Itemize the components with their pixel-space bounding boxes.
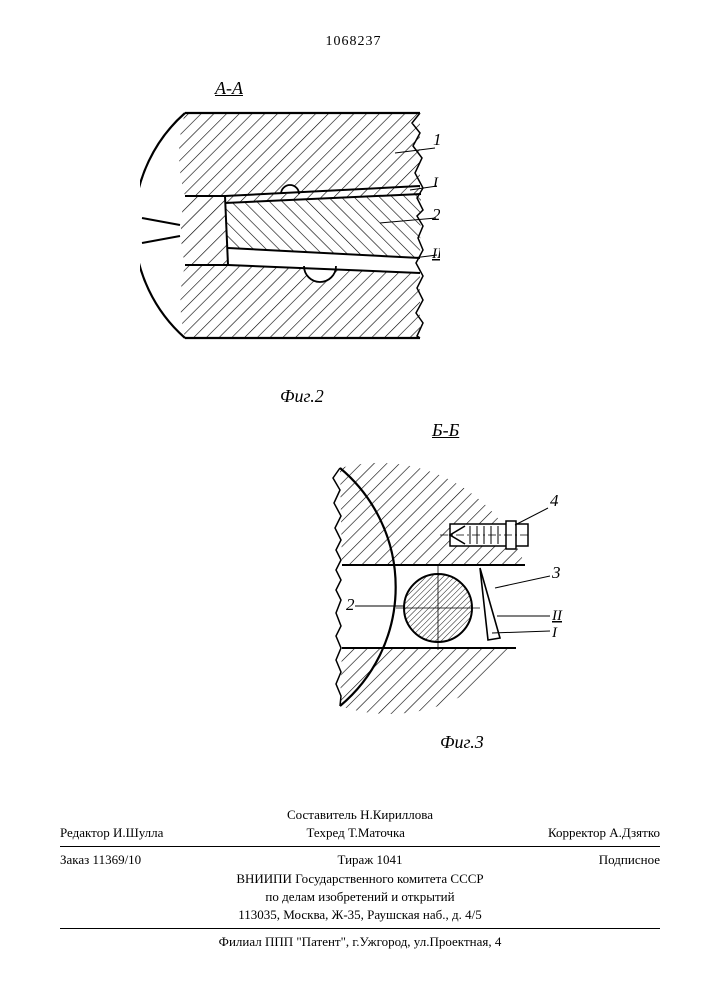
techred: Техред Т.Маточка [306, 824, 405, 842]
fig2-label: Фиг.2 [280, 386, 324, 407]
callout-I-fig3: I [551, 625, 558, 641]
divider-2 [60, 928, 660, 929]
address: 113035, Москва, Ж-35, Раушская наб., д. … [60, 906, 660, 924]
branch: Филиал ППП "Патент", г.Ужгород, ул.Проек… [60, 933, 660, 951]
footer-block: Составитель Н.Кириллова Редактор И.Шулла… [60, 806, 660, 951]
figure-3: 4 3 2 II I [300, 448, 590, 728]
editor: Редактор И.Шулла [60, 824, 163, 842]
page-number: 1068237 [0, 34, 707, 50]
callout-3: 3 [551, 563, 561, 582]
callout-2-fig2: 2 [432, 205, 440, 224]
section-label-aa: А-А [215, 78, 243, 99]
editor-row: Редактор И.Шулла Техред Т.Маточка Коррек… [60, 824, 660, 842]
figure-2: 1 I 2 II [140, 98, 440, 378]
callout-II-fig3: II [551, 608, 563, 624]
org2: по делам изобретений и открытий [60, 888, 660, 906]
callout-II-fig2: II [431, 246, 440, 262]
divider-1 [60, 846, 660, 847]
compiler-line: Составитель Н.Кириллова [60, 806, 660, 824]
corrector: Корректор А.Дзятко [548, 824, 660, 842]
fig3-label: Фиг.3 [440, 732, 484, 753]
tirage: Тираж 1041 [337, 851, 402, 869]
callout-2-fig3: 2 [346, 595, 355, 614]
callout-4: 4 [550, 491, 559, 510]
order: Заказ 11369/10 [60, 851, 141, 869]
callout-1: 1 [433, 130, 440, 149]
section-label-bb: Б-Б [432, 420, 459, 441]
order-row: Заказ 11369/10 Тираж 1041 Подписное [60, 851, 660, 869]
callout-I-fig2: I [432, 175, 439, 191]
org1: ВНИИПИ Государственного комитета СССР [60, 870, 660, 888]
subscribed: Подписное [599, 851, 660, 869]
